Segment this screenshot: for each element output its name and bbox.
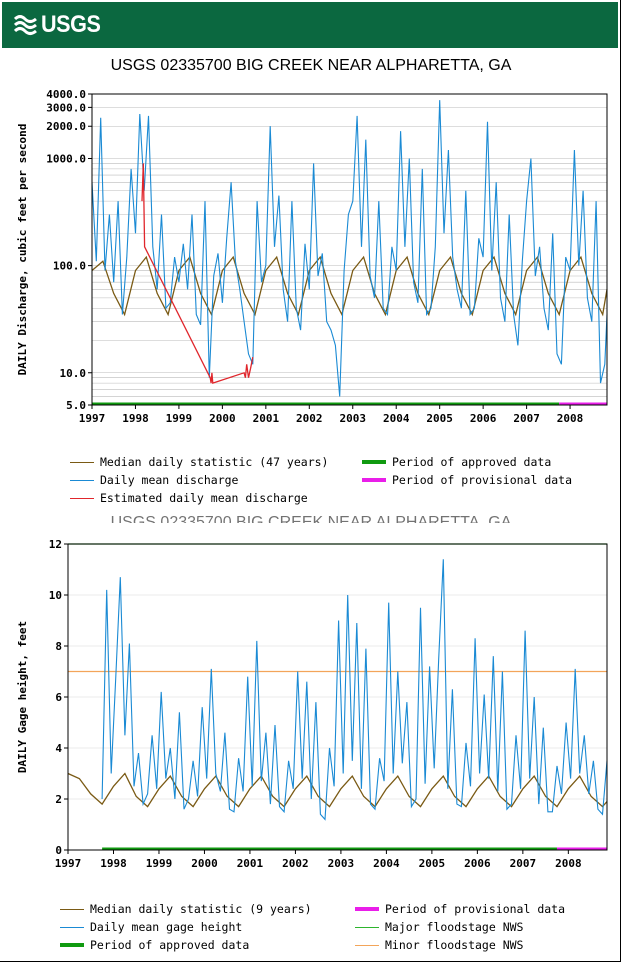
x-tick-label: 2005 xyxy=(426,412,453,425)
chart-title: USGS 02335700 BIG CREEK NEAR ALPHARETTA,… xyxy=(110,57,512,74)
usgs-wave-icon xyxy=(14,15,37,35)
x-tick-label: 1997 xyxy=(55,857,82,870)
x-tick-label: 2005 xyxy=(419,857,446,870)
legend-label: Period of approved data xyxy=(90,938,250,952)
y-tick-label: 5.0 xyxy=(66,399,86,412)
legend-swatch xyxy=(355,944,379,946)
x-tick-label: 2004 xyxy=(373,857,400,870)
plot-area xyxy=(92,94,607,405)
x-tick-label: 2003 xyxy=(340,412,367,425)
legend-label: Minor floodstage NWS xyxy=(385,938,524,952)
series-line xyxy=(141,163,254,384)
y-tick-label: 12 xyxy=(49,538,62,551)
legend-item: Period of approved data xyxy=(60,938,249,952)
legend-swatch xyxy=(362,460,386,464)
legend-item: Estimated daily mean discharge xyxy=(70,491,308,505)
legend-label: Period of provisional data xyxy=(392,473,573,487)
y-tick-label: 4 xyxy=(55,742,62,755)
series-line xyxy=(91,100,608,397)
legend-label: Period of approved data xyxy=(392,455,552,469)
x-tick-label: 2008 xyxy=(557,412,584,425)
legend-label: Median daily statistic (9 years) xyxy=(90,902,312,916)
discharge-legend: Median daily statistic (47 years) Daily m… xyxy=(70,455,610,513)
series-line xyxy=(67,772,608,808)
legend-label: Major floodstage NWS xyxy=(385,920,524,934)
x-tick-label: 2002 xyxy=(282,857,309,870)
legend-item: Median daily statistic (9 years) xyxy=(60,902,312,916)
legend-label: Period of provisional data xyxy=(385,902,566,916)
legend-label: Daily mean gage height xyxy=(90,920,243,934)
y-tick-label: 10.0 xyxy=(60,367,87,380)
legend-item: Period of provisional data xyxy=(362,473,572,487)
x-tick-label: 2004 xyxy=(383,412,410,425)
x-tick-label: 2002 xyxy=(296,412,323,425)
legend-item: Major floodstage NWS xyxy=(355,920,523,934)
x-tick-label: 2008 xyxy=(555,857,582,870)
x-tick-label: 2001 xyxy=(237,857,264,870)
x-tick-label: 2001 xyxy=(253,412,280,425)
legend-item: Period of approved data xyxy=(362,455,551,469)
legend-swatch xyxy=(70,461,94,463)
x-tick-label: 2006 xyxy=(464,857,491,870)
legend-swatch xyxy=(355,907,379,911)
legend-item: Median daily statistic (47 years) xyxy=(70,455,328,469)
y-tick-label: 10 xyxy=(49,589,62,602)
x-tick-label: 2000 xyxy=(209,412,236,425)
legend-swatch xyxy=(70,479,94,481)
legend-label: Daily mean discharge xyxy=(100,473,239,487)
x-tick-label: 1998 xyxy=(100,857,127,870)
legend-swatch xyxy=(355,926,379,928)
x-tick-label: 1997 xyxy=(79,412,106,425)
x-tick-label: 1998 xyxy=(122,412,149,425)
plot-frame xyxy=(91,93,608,406)
legend-label: Estimated daily mean discharge xyxy=(100,491,308,505)
legend-swatch xyxy=(60,926,84,928)
y-tick-label: 6 xyxy=(55,691,62,704)
y-tick-label: 1000.0 xyxy=(46,152,86,165)
x-tick-label: 2003 xyxy=(328,857,355,870)
legend-swatch xyxy=(70,497,94,499)
legend-swatch xyxy=(60,943,84,947)
x-tick-label: 2006 xyxy=(470,412,497,425)
series-line xyxy=(91,255,608,317)
usgs-logo[interactable]: USGS xyxy=(14,11,107,39)
y-tick-label: 2 xyxy=(55,793,62,806)
y-tick-label: 4000.0 xyxy=(46,88,86,101)
x-tick-label: 2007 xyxy=(510,857,537,870)
y-axis-label: DAILY Discharge, cubic feet per second xyxy=(16,124,29,376)
usgs-header-bar: USGS xyxy=(2,2,618,48)
legend-label: Median daily statistic (47 years) xyxy=(100,455,329,469)
x-tick-label: 2007 xyxy=(513,412,540,425)
y-tick-label: 2000.0 xyxy=(46,120,86,133)
legend-item: Daily mean gage height xyxy=(60,920,242,934)
y-tick-label: 3000.0 xyxy=(46,101,86,114)
legend-swatch xyxy=(362,478,386,482)
y-axis-label: DAILY Gage height, feet xyxy=(16,621,29,773)
x-tick-label: 1999 xyxy=(166,412,193,425)
legend-item: Period of provisional data xyxy=(355,902,565,916)
y-tick-label: 0 xyxy=(55,844,62,857)
gage-height-legend: Median daily statistic (9 years) Daily me… xyxy=(60,902,615,960)
legend-item: Minor floodstage NWS xyxy=(355,938,523,952)
y-tick-label: 8 xyxy=(55,640,62,653)
x-tick-label: 1999 xyxy=(146,857,173,870)
x-tick-label: 2000 xyxy=(191,857,218,870)
series-line xyxy=(101,559,608,821)
legend-item: Daily mean discharge xyxy=(70,473,238,487)
y-tick-label: 100.0 xyxy=(53,260,86,273)
legend-swatch xyxy=(60,908,84,910)
chart-title-2: USGS 02335700 BIG CREEK NEAR ALPHARETTA,… xyxy=(110,514,512,523)
usgs-logo-text: USGS xyxy=(41,11,101,38)
